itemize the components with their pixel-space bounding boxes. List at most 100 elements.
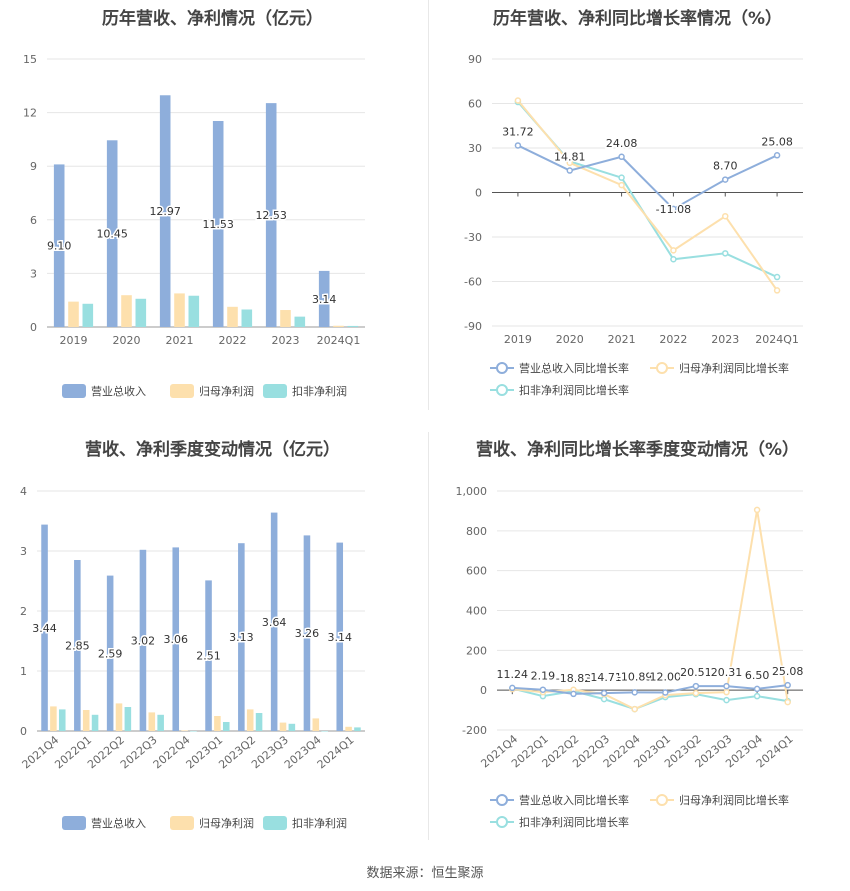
chart-quarterly-growth: 营收、净利同比增长率季度变动情况（%） -200 0 200 400 600 800 1,0…: [425, 425, 850, 855]
chart-title: 历年营收、净利同比增长率情况（%）: [492, 9, 783, 29]
line-point: [570, 690, 577, 698]
legend-label: 归母净利润同比增长率: [679, 793, 789, 807]
y-tick-label: -30: [464, 231, 482, 244]
line-point: [670, 247, 677, 254]
chart-quarterly-amount-svg: 012342021Q42022Q12022Q22022Q32022Q42023Q…: [20, 485, 365, 830]
legend-label: 营业总收入: [91, 384, 146, 398]
y-tick-label: -60: [464, 276, 482, 289]
line-point: [514, 142, 522, 149]
bar-net-profit: [227, 306, 238, 327]
legend-label: 扣非净利润: [292, 816, 347, 830]
legend-marker: [496, 816, 508, 828]
line-point: [618, 153, 625, 161]
chart-annual-amount-svg: 0 3 6 9 12 15 2019 2020 2021 2022 2023 2024Q1 9.10 10…: [23, 53, 365, 398]
bar-deducted-profit: [124, 707, 132, 731]
legend-swatch: [170, 816, 194, 830]
bar-net-profit: [312, 718, 320, 731]
bar-deducted-profit: [157, 714, 164, 731]
bar-revenue: [212, 120, 224, 327]
legend-marker: [656, 794, 668, 806]
line-point: [753, 506, 761, 514]
data-label: -14.71: [586, 671, 621, 684]
legend-marker: [496, 794, 508, 806]
bar-deducted-profit: [190, 731, 197, 732]
chart-title: 历年营收、净利情况（亿元）: [102, 9, 323, 29]
bar-deducted-profit: [321, 731, 328, 732]
bar-deducted-profit: [241, 309, 253, 327]
data-label: 3.44: [32, 622, 57, 635]
line-point: [662, 689, 669, 696]
line-point: [773, 273, 781, 281]
x-tick-label: 2019: [60, 334, 88, 347]
bar-revenue: [205, 580, 212, 731]
data-label: 2.59: [98, 647, 123, 660]
data-label: 31.72: [502, 125, 534, 138]
legend-label: 营业总收入同比增长率: [519, 793, 629, 807]
line-point: [670, 256, 677, 263]
line-point: [722, 250, 729, 257]
bar-deducted-profit: [347, 325, 359, 327]
bar-net-profit: [246, 709, 254, 731]
data-label: 25.08: [772, 665, 804, 678]
line-point: [631, 689, 638, 696]
legend-label: 扣非净利润同比增长率: [519, 815, 629, 829]
bar-net-profit: [68, 301, 79, 327]
data-label: 6.50: [745, 669, 770, 682]
data-label: 10.45: [96, 228, 128, 241]
y-tick-label: 15: [23, 53, 37, 66]
bar-revenue: [238, 543, 245, 731]
bar-revenue: [139, 549, 147, 731]
legend-label: 扣非净利润同比增长率: [519, 383, 629, 397]
bar-revenue: [53, 164, 65, 327]
bar-net-profit: [345, 726, 352, 731]
x-tick-label: 2020: [556, 333, 584, 346]
bar-deducted-profit: [135, 298, 147, 327]
data-label: 20.31: [711, 666, 743, 679]
y-tick-label: 0: [20, 725, 27, 738]
bar-revenue: [41, 524, 48, 731]
y-tick-label: 60: [468, 98, 482, 111]
line-point: [566, 159, 573, 167]
line-point: [773, 287, 781, 294]
bar-revenue: [303, 535, 311, 731]
data-label: 24.08: [606, 137, 638, 150]
data-label: 3.14: [327, 631, 352, 644]
x-tick-label: 2019: [504, 333, 532, 346]
x-tick-label: 2020: [113, 334, 141, 347]
line-point: [509, 684, 516, 692]
data-label: 12.97: [149, 205, 181, 218]
bar-net-profit: [115, 703, 123, 731]
chart-quarterly-amount: 营收、净利季度变动情况（亿元） 0 1 2 3 4 2021Q4 2022Q1 2022Q2 2…: [0, 425, 425, 855]
line-revenue-growth: [517, 144, 778, 211]
bar-net-profit: [214, 716, 221, 731]
y-tick-label: 6: [30, 214, 37, 227]
line-point: [692, 682, 700, 690]
line-net-profit-growth: [517, 99, 778, 291]
bar-revenue: [270, 512, 278, 731]
line-point: [753, 692, 761, 700]
data-label: -18.82: [556, 672, 591, 685]
line-revenue-growth: [512, 684, 788, 695]
y-tick-label: 30: [468, 142, 482, 155]
line-point: [722, 212, 729, 220]
legend-marker: [656, 362, 668, 374]
bar-net-profit: [279, 722, 287, 731]
data-label: 3.64: [262, 616, 287, 629]
legend-marker: [496, 362, 508, 374]
data-label: 20.51: [680, 666, 712, 679]
data-label: 8.70: [713, 160, 738, 173]
bar-deducted-profit: [255, 713, 263, 731]
legend-swatch: [170, 384, 194, 398]
bar-net-profit: [174, 293, 185, 327]
line-point: [670, 205, 677, 213]
vertical-divider-bottom: [428, 432, 429, 840]
data-label: 12.00: [650, 671, 682, 684]
legend-label: 归母净利润: [199, 816, 254, 830]
bar-revenue: [336, 542, 344, 731]
bar-deducted-profit: [294, 316, 306, 327]
bar-revenue: [106, 140, 118, 327]
line-point: [514, 97, 522, 104]
y-tick-label: -90: [464, 320, 482, 333]
y-tick-label: 0: [30, 321, 37, 334]
y-tick-label: 3: [30, 267, 37, 280]
